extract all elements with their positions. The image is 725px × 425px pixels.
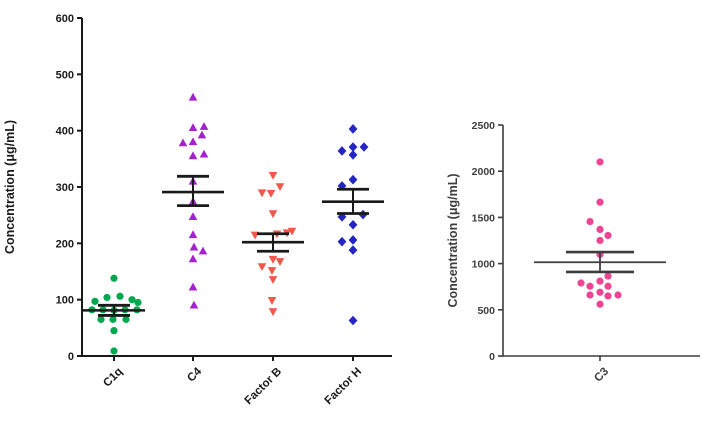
data-point [188, 151, 198, 160]
data-point [596, 300, 604, 308]
data-point [198, 246, 208, 255]
data-point [287, 227, 297, 236]
c3-scatter-chart: 0 500 1000 1500 2000 2500 Concentration (μg/mL… [446, 120, 700, 385]
category-label: Factor B [243, 366, 284, 407]
data-point [199, 122, 209, 130]
data-point [604, 231, 612, 240]
data-point [596, 236, 604, 245]
y-axis-title: Concentration (μg/mL) [3, 120, 17, 254]
data-point [199, 149, 209, 158]
data-point [604, 282, 612, 290]
y-tick-label: 1500 [472, 212, 496, 224]
y-tick-label: 0 [489, 351, 495, 363]
data-point [189, 300, 199, 309]
data-point [348, 315, 358, 326]
data-point [359, 142, 369, 152]
y-tick-label: 300 [56, 182, 74, 194]
y-tick-label: 1000 [472, 259, 496, 271]
data-point [188, 230, 198, 239]
data-point [128, 296, 136, 304]
data-point [337, 212, 347, 222]
data-point [596, 288, 604, 296]
data-point [110, 274, 118, 282]
data-point [596, 198, 604, 206]
data-point [188, 254, 198, 263]
category-label: C4 [185, 365, 204, 384]
data-point [188, 282, 198, 291]
y-tick-label: 400 [56, 126, 74, 138]
data-point [116, 292, 124, 300]
data-point [614, 291, 622, 299]
category-label: Factor H [323, 366, 364, 407]
data-point [103, 293, 111, 302]
category-label: C1q [101, 366, 125, 390]
complement-scatter-chart: 0 100 200 300 400 500 600 Concentration (μg/mL)… [3, 13, 392, 407]
data-point [268, 308, 278, 317]
data-point [97, 315, 105, 323]
data-point [188, 137, 198, 146]
data-point [268, 276, 278, 284]
data-point [348, 219, 358, 230]
data-point [348, 142, 358, 152]
data-point [188, 212, 198, 221]
data-point [586, 282, 594, 290]
data-point [110, 347, 118, 355]
data-point [348, 124, 358, 134]
data-point [134, 298, 142, 307]
data-point [586, 291, 594, 299]
data-point [188, 92, 198, 101]
data-point [348, 235, 358, 245]
data-point [348, 245, 358, 255]
data-point [337, 146, 347, 156]
data-point [257, 189, 267, 198]
data-point [268, 255, 278, 264]
data-point [91, 297, 99, 305]
data-point [348, 150, 358, 160]
data-point [275, 183, 285, 192]
y-tick-label: 0 [68, 351, 74, 363]
data-point [189, 242, 199, 251]
data-point [596, 225, 604, 234]
data-point [110, 327, 118, 335]
y-tick-label: 200 [56, 238, 74, 250]
data-point [188, 123, 198, 132]
data-point [604, 272, 612, 280]
data-point [337, 181, 347, 191]
data-point [178, 138, 188, 147]
data-point [596, 277, 604, 285]
y-tick-label: 500 [477, 305, 495, 317]
data-point [586, 217, 594, 226]
y-tick-label: 500 [56, 69, 74, 81]
data-point [257, 263, 267, 272]
data-point [109, 315, 117, 323]
y-axis-title: Concentration (μg/mL) [446, 173, 460, 307]
data-point [577, 279, 585, 287]
data-point [348, 174, 358, 185]
data-point [266, 189, 276, 198]
y-tick-label: 100 [56, 295, 74, 307]
data-point [197, 130, 207, 139]
data-point [267, 297, 277, 305]
data-point [337, 236, 347, 247]
y-tick-label: 2000 [472, 166, 496, 178]
data-point [268, 171, 278, 180]
data-point [604, 292, 612, 300]
data-point [122, 315, 130, 323]
data-point [268, 210, 278, 219]
y-tick-label: 2500 [472, 120, 496, 132]
y-tick-label: 600 [56, 13, 74, 25]
category-label: C3 [592, 366, 611, 385]
data-point [267, 267, 277, 275]
data-point [596, 158, 604, 166]
data-point [275, 258, 285, 266]
